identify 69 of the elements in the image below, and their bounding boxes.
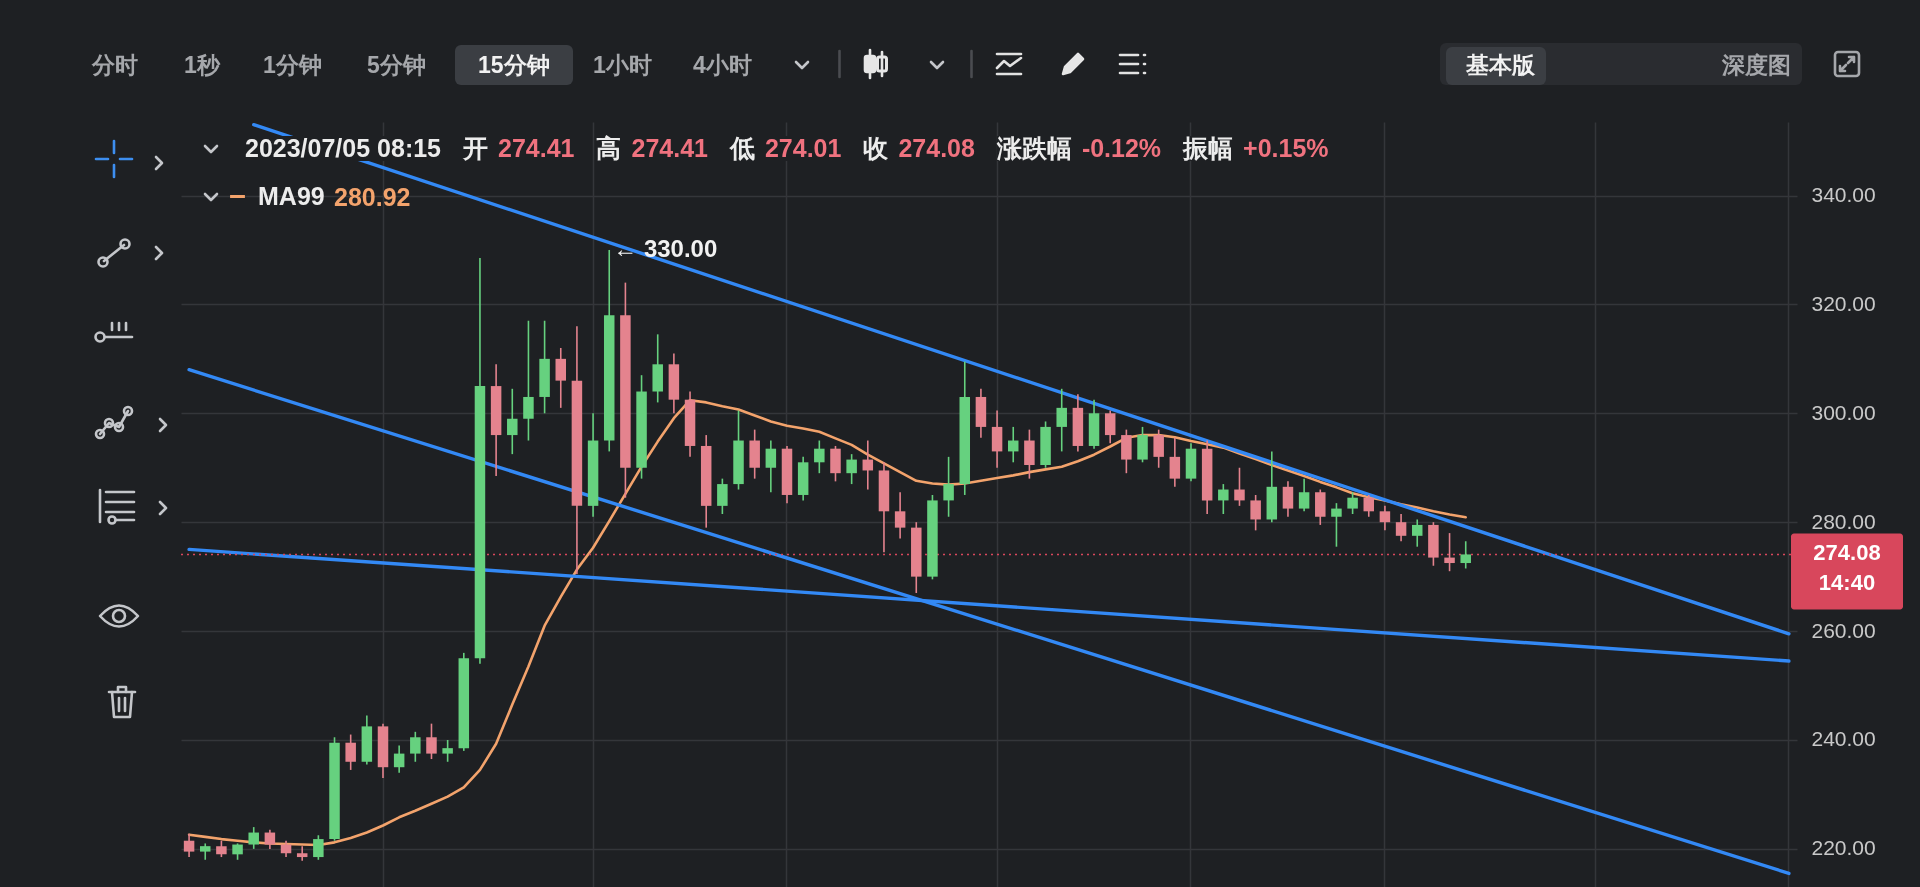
text: 分时 [92, 51, 138, 78]
candlestick [765, 439, 777, 494]
y-tick-label: 340.00 [1811, 183, 1876, 207]
candlestick [717, 477, 728, 515]
candlestick [393, 744, 405, 774]
candlestick [1218, 483, 1229, 515]
candlestick [846, 453, 857, 485]
y-tick-label: 260.00 [1811, 618, 1876, 642]
annotation: 涨跌幅 [996, 134, 1072, 162]
candlestick [1395, 513, 1407, 543]
candlestick [1363, 494, 1375, 518]
text: 1分钟 [263, 51, 322, 78]
annotation: 274.01 [764, 134, 842, 162]
y-tick-label: 320.00 [1811, 291, 1876, 315]
y-tick-label: 280.00 [1811, 509, 1876, 533]
text: 15分钟 [478, 51, 550, 78]
candlestick [442, 739, 453, 763]
candlestick [1153, 428, 1164, 469]
y-tick-label: 300.00 [1811, 400, 1876, 424]
annotation: 开 [463, 134, 489, 162]
candlestick [943, 456, 954, 518]
candlestick [894, 491, 906, 540]
y-tick-label: 220.00 [1811, 836, 1876, 860]
candlestick [410, 731, 421, 763]
candlestick [248, 826, 259, 850]
annotation: +0.15% [1243, 134, 1329, 162]
ref-line-label: 274.08 14:40 [1813, 540, 1881, 596]
candlestick [523, 319, 534, 442]
candlestick [183, 832, 195, 858]
candlestick [1411, 518, 1423, 548]
candlestick [1347, 491, 1358, 515]
candlestick [426, 722, 437, 760]
candlestick [507, 388, 518, 455]
annotation: 振幅 [1183, 134, 1234, 162]
text: 深度图 [1722, 51, 1791, 78]
annotation: 274.41 [498, 134, 575, 162]
annotation: -0.12% [1081, 134, 1162, 162]
legend-label: MA99 [258, 181, 325, 210]
text: 1秒 [184, 51, 220, 78]
text: 4小时 [693, 51, 752, 78]
candlestick [1169, 437, 1181, 488]
candlestick [264, 829, 276, 850]
candlestick [1250, 494, 1261, 532]
annotation: 收 [863, 134, 889, 162]
annotation: 低 [729, 134, 755, 162]
candlestick [1379, 505, 1391, 532]
annotation: 高 [596, 134, 622, 162]
annotation: 2023/07/05 08:15 [245, 134, 442, 162]
candlestick [1331, 502, 1342, 548]
candlestick [814, 439, 825, 474]
annotation: 274.08 [898, 134, 975, 162]
candlestick [1444, 532, 1455, 572]
candlestick [345, 733, 356, 771]
candlestick [1056, 388, 1067, 453]
candlestick [1234, 466, 1245, 507]
y-tick-label: 240.00 [1811, 727, 1876, 751]
annotation: ← 330.00 [613, 234, 718, 262]
candlestick [1282, 480, 1294, 518]
candlestick [1298, 477, 1310, 513]
annotation: 280.92 [334, 182, 411, 211]
candlestick [555, 347, 567, 409]
annotation: 274.41 [631, 134, 708, 162]
candlestick [296, 845, 308, 862]
text: 基本版 [1466, 51, 1535, 78]
text: 5分钟 [367, 51, 426, 78]
text: 1小时 [593, 51, 652, 78]
candlestick [1460, 540, 1471, 570]
candlestick [1104, 409, 1116, 445]
candlestick [313, 834, 324, 861]
